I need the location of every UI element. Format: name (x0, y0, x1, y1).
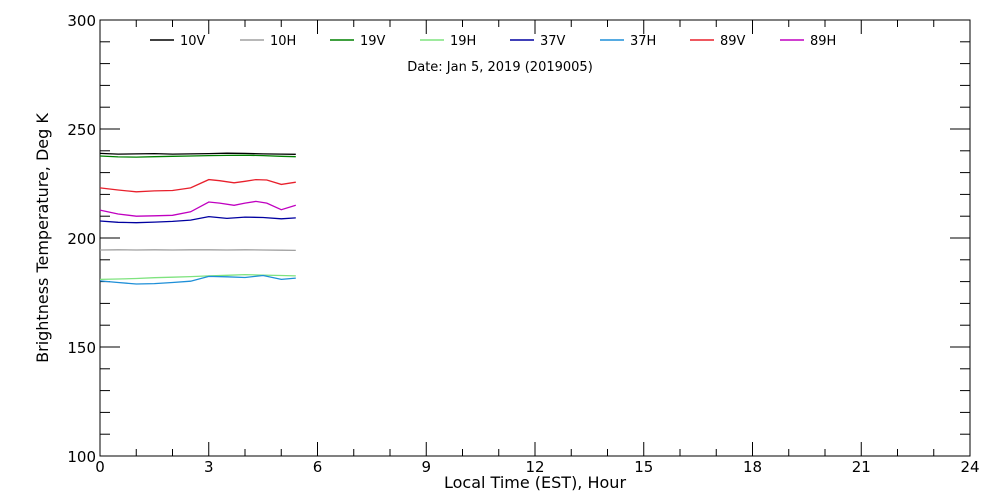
series-line-37h (99, 274, 296, 285)
legend-label-89h: 89H (810, 34, 836, 49)
x-tick-label: 15 (634, 458, 653, 476)
legend-label-89v: 89V (720, 34, 746, 49)
series-lines (99, 152, 296, 285)
legend-label-10h: 10H (270, 34, 296, 49)
y-tick-label: 100 (67, 448, 96, 466)
legend-label-19h: 19H (450, 34, 476, 49)
series-line-10h (99, 249, 296, 252)
axis-ticks: 0 3 6 9 12 15 18 21 24 100 150 200 250 300 (67, 12, 979, 476)
series-line-37v (99, 215, 296, 224)
legend-label-19v: 19V (360, 34, 386, 49)
x-tick-label: 18 (743, 458, 762, 476)
x-axis-label: Local Time (EST), Hour (444, 473, 626, 492)
y-tick-label: 200 (67, 230, 96, 248)
y-tick-label: 300 (67, 12, 96, 30)
x-tick-label: 12 (525, 458, 544, 476)
legend: 10V 10H 19V 19H 37V 37H 89V 89H (150, 34, 836, 49)
chart-title: Date: Jan 5, 2019 (2019005) (407, 60, 593, 75)
x-tick-label: 9 (421, 458, 431, 476)
series-line-10v (99, 152, 296, 155)
legend-label-37h: 37H (630, 34, 656, 49)
legend-label-37v: 37V (540, 34, 566, 49)
x-tick-label: 24 (960, 458, 979, 476)
x-tick-label: 6 (313, 458, 323, 476)
y-tick-label: 150 (67, 339, 96, 357)
legend-label-10v: 10V (180, 34, 206, 49)
y-tick-label: 250 (67, 121, 96, 139)
series-line-89h (99, 200, 296, 217)
x-tick-label: 21 (852, 458, 871, 476)
series-line-89v (99, 178, 296, 193)
x-tick-label: 3 (204, 458, 214, 476)
x-tick-label: 0 (95, 458, 105, 476)
series-line-19v (99, 154, 296, 158)
y-axis-label: Brightness Temperature, Deg K (33, 113, 52, 363)
plot-frame (99, 19, 971, 457)
series-line-19h (99, 273, 296, 281)
